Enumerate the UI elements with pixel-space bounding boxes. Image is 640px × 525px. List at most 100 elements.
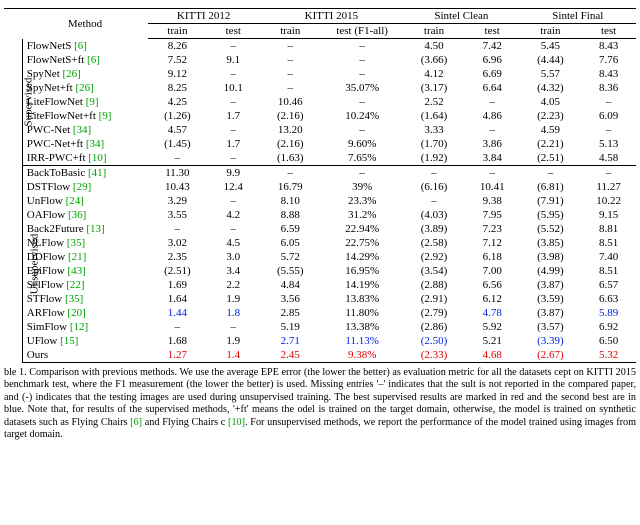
value-cell: 6.09 bbox=[581, 109, 636, 123]
method-cell: EpiFlow [43] bbox=[22, 264, 147, 278]
value-cell: 2.85 bbox=[260, 306, 322, 320]
value-cell: – bbox=[465, 95, 520, 109]
cite-ref: [6] bbox=[87, 54, 100, 66]
cite-ref: [9] bbox=[86, 96, 99, 108]
value-cell: (1.92) bbox=[403, 151, 465, 166]
value-cell: 6.59 bbox=[260, 222, 322, 236]
cite-ref: [12] bbox=[70, 321, 88, 333]
value-cell: 9.1 bbox=[207, 53, 259, 67]
value-cell: 35.07% bbox=[321, 81, 403, 95]
value-cell: (1.64) bbox=[403, 109, 465, 123]
table-row: LiteFlowNet+ft [9](1.26)1.7(2.16)10.24%(… bbox=[4, 109, 636, 123]
cite-ref: [6] bbox=[74, 40, 87, 52]
value-cell: – bbox=[465, 123, 520, 137]
value-cell: (2.33) bbox=[403, 348, 465, 363]
method-cell: SpyNet [26] bbox=[22, 67, 147, 81]
value-cell: (3.59) bbox=[520, 292, 582, 306]
method-cell: SpyNet+ft [26] bbox=[22, 81, 147, 95]
value-cell: (5.95) bbox=[520, 208, 582, 222]
sub-col: train bbox=[520, 24, 582, 39]
table-row: DSTFlow [29]10.4312.416.7939%(6.16)10.41… bbox=[4, 180, 636, 194]
value-cell: 5.89 bbox=[581, 306, 636, 320]
caption-label: ble 1. bbox=[4, 367, 27, 378]
cite-ref: [35] bbox=[65, 293, 83, 305]
value-cell: 4.57 bbox=[148, 123, 207, 137]
col-k12: KITTI 2012 bbox=[148, 9, 260, 24]
value-cell: (3.98) bbox=[520, 250, 582, 264]
cite-ref: [26] bbox=[75, 82, 93, 94]
value-cell: 3.0 bbox=[207, 250, 259, 264]
value-cell: 2.35 bbox=[148, 250, 207, 264]
table-row: SimFlow [12]––5.1913.38%(2.86)5.92(3.57)… bbox=[4, 320, 636, 334]
value-cell: 2.52 bbox=[403, 95, 465, 109]
value-cell: (2.51) bbox=[520, 151, 582, 166]
value-cell: 4.68 bbox=[465, 348, 520, 363]
method-cell: Ours bbox=[22, 348, 147, 363]
value-cell: – bbox=[207, 95, 259, 109]
results-table: Method KITTI 2012 KITTI 2015 Sintel Clea… bbox=[4, 8, 636, 363]
value-cell: 10.24% bbox=[321, 109, 403, 123]
value-cell: 9.38 bbox=[465, 194, 520, 208]
table-row: UFlow [15]1.681.92.7111.13%(2.50)5.21(3.… bbox=[4, 334, 636, 348]
cite-ref: [24] bbox=[66, 195, 84, 207]
table-row: Back2Future [13]––6.5922.94%(3.89)7.23(5… bbox=[4, 222, 636, 236]
value-cell: 6.05 bbox=[260, 236, 322, 250]
value-cell: – bbox=[148, 320, 207, 334]
value-cell: 7.42 bbox=[465, 39, 520, 54]
value-cell: – bbox=[260, 39, 322, 54]
value-cell: 23.3% bbox=[321, 194, 403, 208]
value-cell: (2.79) bbox=[403, 306, 465, 320]
sub-col: test bbox=[581, 24, 636, 39]
value-cell: 8.25 bbox=[148, 81, 207, 95]
value-cell: 3.29 bbox=[148, 194, 207, 208]
value-cell: 8.26 bbox=[148, 39, 207, 54]
table-row: UnsupervisedBackToBasic [41]11.309.9––––… bbox=[4, 166, 636, 181]
value-cell: 10.46 bbox=[260, 95, 322, 109]
value-cell: 31.2% bbox=[321, 208, 403, 222]
value-cell: 9.60% bbox=[321, 137, 403, 151]
method-cell: IRR-PWC+ft [10] bbox=[22, 151, 147, 166]
col-method: Method bbox=[22, 9, 147, 39]
cite-ref: [20] bbox=[67, 307, 85, 319]
table-row: FlowNetS+ft [6]7.529.1––(3.66)6.96(4.44)… bbox=[4, 53, 636, 67]
cite-ref: [35] bbox=[67, 237, 85, 249]
value-cell: – bbox=[207, 194, 259, 208]
value-cell: 3.86 bbox=[465, 137, 520, 151]
cite-ref: [22] bbox=[66, 279, 84, 291]
value-cell: 6.57 bbox=[581, 278, 636, 292]
value-cell: 13.38% bbox=[321, 320, 403, 334]
table-row: SupervisedFlowNetS [6]8.26–––4.507.425.4… bbox=[4, 39, 636, 54]
value-cell: – bbox=[520, 166, 582, 181]
cite-ref: [21] bbox=[68, 251, 86, 263]
value-cell: 9.15 bbox=[581, 208, 636, 222]
value-cell: 4.2 bbox=[207, 208, 259, 222]
table-row: PWC-Net [34]4.57–13.20–3.33–4.59– bbox=[4, 123, 636, 137]
value-cell: 7.95 bbox=[465, 208, 520, 222]
value-cell: – bbox=[207, 67, 259, 81]
value-cell: – bbox=[148, 151, 207, 166]
cite-ref: [36] bbox=[68, 209, 86, 221]
value-cell: 4.50 bbox=[403, 39, 465, 54]
value-cell: 1.27 bbox=[148, 348, 207, 363]
table-row: UnFlow [24]3.29–8.1023.3%–9.38(7.91)10.2… bbox=[4, 194, 636, 208]
value-cell: 5.19 bbox=[260, 320, 322, 334]
method-cell: DSTFlow [29] bbox=[22, 180, 147, 194]
value-cell: (6.81) bbox=[520, 180, 582, 194]
value-cell: (4.32) bbox=[520, 81, 582, 95]
value-cell: 7.12 bbox=[465, 236, 520, 250]
table-row: STFlow [35]1.641.93.5613.83%(2.91)6.12(3… bbox=[4, 292, 636, 306]
value-cell: (2.16) bbox=[260, 137, 322, 151]
value-cell: 5.21 bbox=[465, 334, 520, 348]
cite-ref: [10] bbox=[88, 152, 106, 164]
method-cell: Back2Future [13] bbox=[22, 222, 147, 236]
method-cell: ARFlow [20] bbox=[22, 306, 147, 320]
table-row: IRR-PWC+ft [10]––(1.63)7.65%(1.92)3.84(2… bbox=[4, 151, 636, 166]
sub-col: train bbox=[403, 24, 465, 39]
value-cell: (4.44) bbox=[520, 53, 582, 67]
value-cell: 22.75% bbox=[321, 236, 403, 250]
value-cell: (5.52) bbox=[520, 222, 582, 236]
value-cell: 9.12 bbox=[148, 67, 207, 81]
method-cell: FlowNetS [6] bbox=[22, 39, 147, 54]
value-cell: 4.05 bbox=[520, 95, 582, 109]
value-cell: 6.63 bbox=[581, 292, 636, 306]
